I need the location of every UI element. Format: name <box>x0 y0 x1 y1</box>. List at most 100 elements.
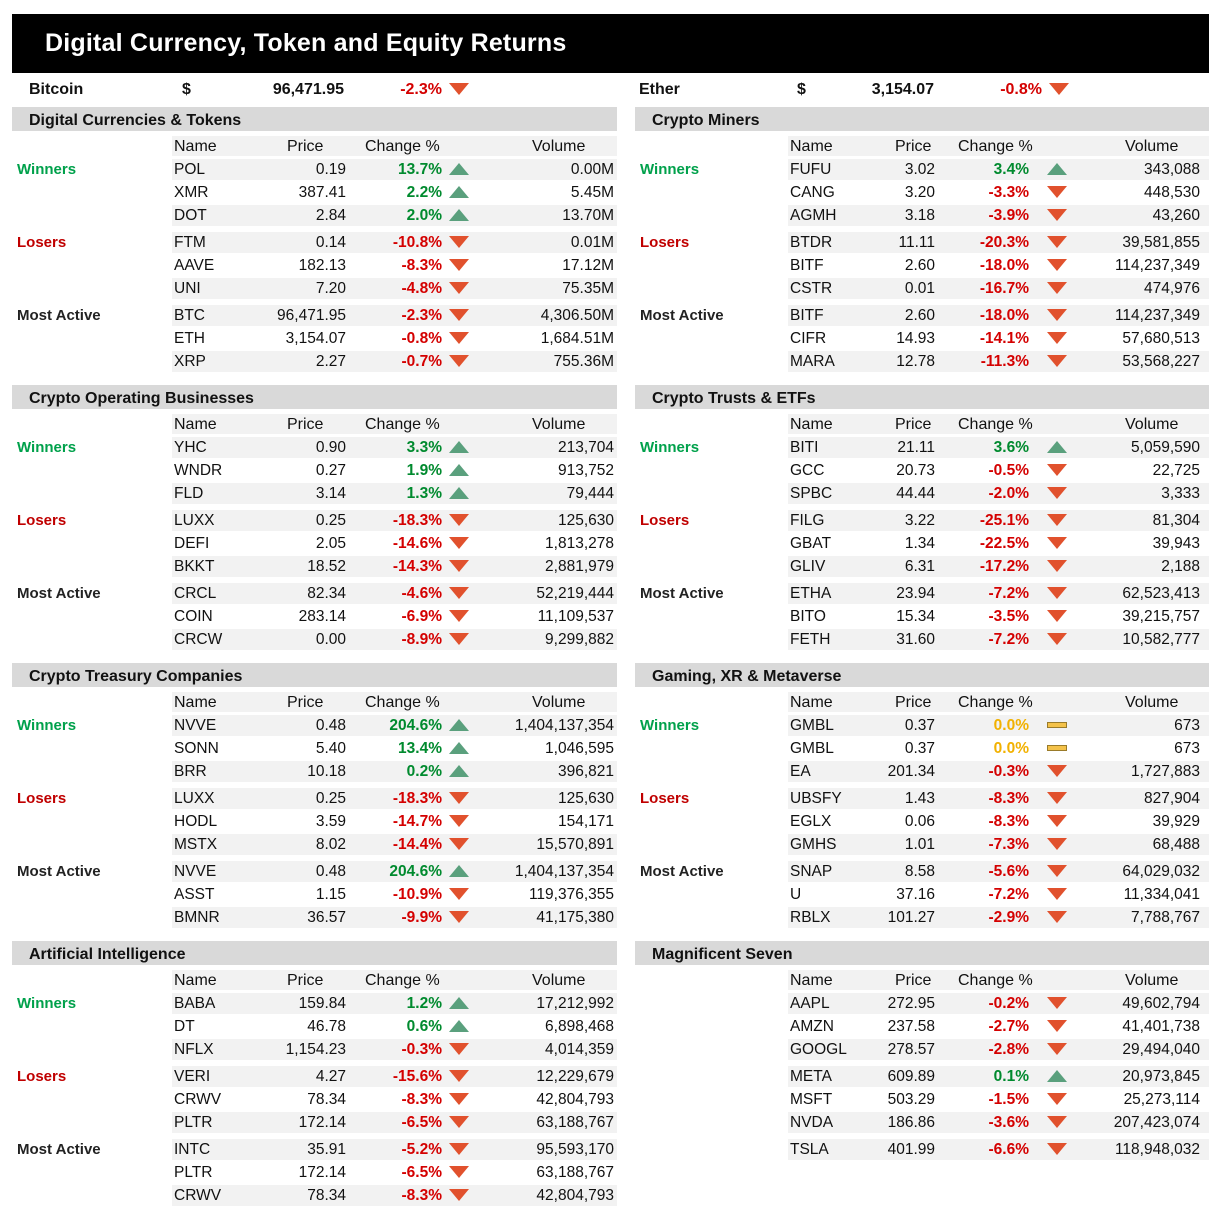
cell-price: 0.25 <box>315 512 346 529</box>
cell-name: BTDR <box>790 234 833 251</box>
section-3: Crypto Trusts & ETFs Name Price Change % Vol… <box>635 385 1209 655</box>
cell-price: 1.34 <box>904 535 935 552</box>
cell-name: GBAT <box>790 535 832 552</box>
up-arrow-icon <box>449 997 469 1009</box>
cell-change: -6.5% <box>401 1164 443 1181</box>
cell-price: 23.94 <box>896 585 935 602</box>
group-label-active: Most Active <box>640 307 724 324</box>
cell-name: NFLX <box>174 1041 214 1058</box>
cell-price: 172.14 <box>298 1164 346 1181</box>
cell-name: GMBL <box>790 717 834 734</box>
down-arrow-icon <box>449 1043 469 1055</box>
cell-change: 0.0% <box>993 740 1029 757</box>
down-arrow-icon <box>1047 309 1067 321</box>
section-title: Crypto Trusts & ETFs <box>635 385 1209 409</box>
down-arrow-icon <box>1047 1020 1067 1032</box>
up-arrow-icon <box>1047 441 1067 453</box>
column-header: Name Price Change % Volume <box>172 136 617 156</box>
column-header-name: Name <box>174 416 217 433</box>
cell-change: -6.5% <box>401 1114 443 1131</box>
down-arrow-icon <box>449 815 469 827</box>
cell-name: CRWV <box>174 1091 222 1108</box>
down-arrow-icon <box>449 236 469 248</box>
group-label-losers: Losers <box>640 234 690 251</box>
cell-price: 6.31 <box>904 558 935 575</box>
flat-bar-icon <box>1047 745 1067 751</box>
cell-name: BMNR <box>174 909 220 926</box>
table-row: BTDR 11.11 -20.3% 39,581,855 <box>788 232 1209 253</box>
cell-price: 0.48 <box>315 863 346 880</box>
cell-price: 609.89 <box>887 1068 935 1085</box>
column-header-name: Name <box>790 694 833 711</box>
cell-price: 0.01 <box>904 280 935 297</box>
cell-price: 503.29 <box>887 1091 935 1108</box>
cell-price: 3.20 <box>904 184 935 201</box>
table-row: NFLX 1,154.23 -0.3% 4,014,359 <box>172 1039 617 1060</box>
group-label-active: Most Active <box>17 1141 101 1158</box>
column-header-volume: Volume <box>1125 694 1179 711</box>
table-row: GOOGL 278.57 -2.8% 29,494,040 <box>788 1039 1209 1060</box>
group-label-active: Most Active <box>17 585 101 602</box>
cell-volume: 22,725 <box>1152 462 1200 479</box>
cell-price: 1.01 <box>904 836 935 853</box>
cell-change: -4.8% <box>401 280 443 297</box>
table-row: GBAT 1.34 -22.5% 39,943 <box>788 533 1209 554</box>
cell-name: COIN <box>174 608 213 625</box>
section-title: Crypto Treasury Companies <box>12 663 617 687</box>
headline-name: Bitcoin <box>29 81 84 98</box>
column-header: Name Price Change % Volume <box>172 414 617 434</box>
cell-price: 2.27 <box>315 353 346 370</box>
cell-volume: 53,568,227 <box>1122 353 1200 370</box>
cell-change: -11.3% <box>980 353 1029 370</box>
cell-volume: 343,088 <box>1143 161 1200 178</box>
section-6: Artificial Intelligence Name Price Change %… <box>12 941 617 1211</box>
group-label-winners: Winners <box>17 995 77 1012</box>
cell-volume: 49,602,794 <box>1122 995 1200 1012</box>
cell-change: -22.5% <box>979 535 1029 552</box>
cell-name: XRP <box>174 353 206 370</box>
cell-name: POL <box>174 161 206 178</box>
cell-volume: 755.36M <box>553 353 614 370</box>
down-arrow-icon <box>1047 633 1067 645</box>
group-label-winners: Winners <box>640 717 700 734</box>
cell-price: 1.43 <box>904 790 935 807</box>
up-arrow-icon <box>449 186 469 198</box>
table-row: CIFR 14.93 -14.1% 57,680,513 <box>788 328 1209 349</box>
cell-volume: 1,404,137,354 <box>514 863 614 880</box>
cell-change: 204.6% <box>389 717 442 734</box>
cell-volume: 827,904 <box>1143 790 1200 807</box>
down-arrow-icon <box>449 838 469 850</box>
cell-volume: 673 <box>1174 740 1200 757</box>
table-row: LUXX 0.25 -18.3% 125,630 <box>172 788 617 809</box>
group-label-losers: Losers <box>17 1068 67 1085</box>
cell-name: DT <box>174 1018 195 1035</box>
cell-name: EA <box>790 763 811 780</box>
column-header-change: Change % <box>365 694 440 711</box>
cell-volume: 41,175,380 <box>536 909 614 926</box>
column-header-name: Name <box>174 694 217 711</box>
up-arrow-icon <box>449 865 469 877</box>
cell-volume: 1,404,137,354 <box>514 717 614 734</box>
cell-price: 2.60 <box>904 257 935 274</box>
cell-price: 182.13 <box>298 257 346 274</box>
cell-volume: 114,237,349 <box>1114 257 1200 274</box>
cell-name: MSTX <box>174 836 218 853</box>
cell-name: CRCL <box>174 585 217 602</box>
table-row: NVVE 0.48 204.6% 1,404,137,354 <box>172 861 617 882</box>
cell-change: -0.5% <box>988 462 1030 479</box>
cell-change: -8.3% <box>988 790 1030 807</box>
table-row: WNDR 0.27 1.9% 913,752 <box>172 460 617 481</box>
cell-price: 3.14 <box>315 485 346 502</box>
down-arrow-icon <box>1047 1143 1067 1155</box>
down-arrow-icon <box>1047 765 1067 777</box>
group-label-winners: Winners <box>640 439 700 456</box>
cell-change: -2.8% <box>988 1041 1030 1058</box>
cell-name: AGMH <box>790 207 837 224</box>
cell-price: 101.27 <box>887 909 935 926</box>
down-arrow-icon <box>1047 888 1067 900</box>
cell-price: 283.14 <box>298 608 346 625</box>
cell-change: 0.0% <box>993 717 1029 734</box>
cell-change: -0.3% <box>988 763 1030 780</box>
headline-change: -0.8% <box>1000 81 1042 98</box>
table-row: GCC 20.73 -0.5% 22,725 <box>788 460 1209 481</box>
